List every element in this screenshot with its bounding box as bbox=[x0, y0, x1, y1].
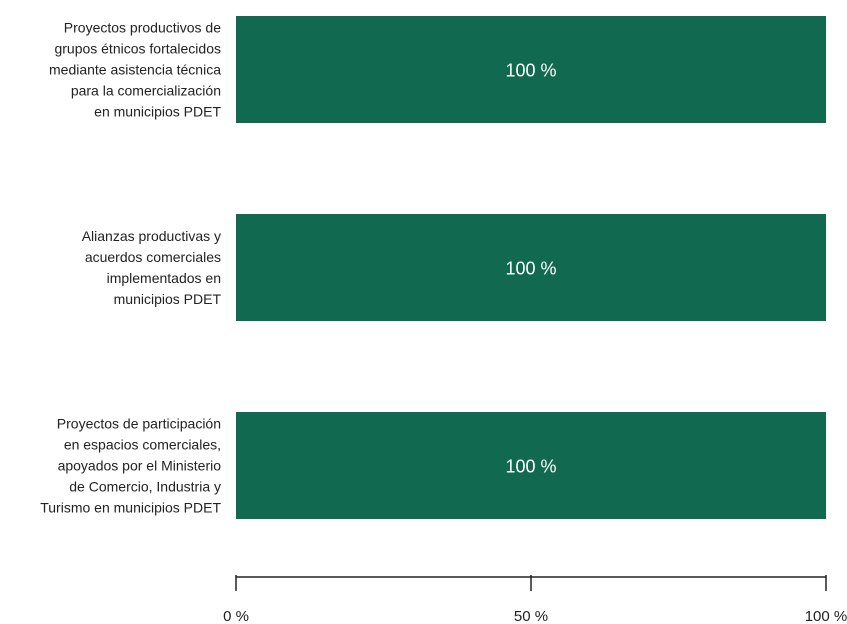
bar bbox=[236, 214, 826, 321]
y-tick-label: Proyectos de participación en espacios c… bbox=[40, 415, 221, 515]
x-tick-label: 0 % bbox=[223, 608, 249, 624]
y-tick-label: Proyectos productivos de grupos étnicos … bbox=[49, 19, 221, 119]
x-tick-label: 100 % bbox=[805, 608, 847, 624]
value-label: 100 % bbox=[505, 258, 556, 278]
x-tick-label: 50 % bbox=[514, 608, 548, 624]
y-tick-label: Alianzas productivas y acuerdos comercia… bbox=[81, 227, 221, 307]
value-label: 100 % bbox=[505, 60, 556, 80]
bar bbox=[236, 412, 826, 519]
value-label: 100 % bbox=[505, 456, 556, 476]
bar bbox=[236, 16, 826, 123]
